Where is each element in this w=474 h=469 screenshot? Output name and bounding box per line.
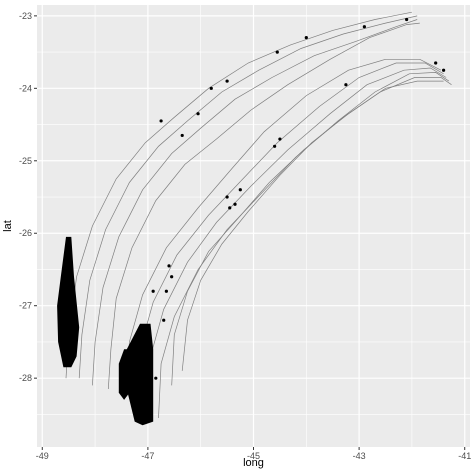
point-mark (170, 275, 174, 279)
contour-line (171, 77, 452, 386)
contour-line (147, 67, 447, 415)
point-mark (209, 86, 213, 90)
contour-line (158, 72, 450, 419)
point-mark (162, 318, 166, 322)
point-marks (69, 17, 446, 380)
point-mark (304, 36, 308, 40)
y-tick-label: -24 (19, 83, 32, 93)
point-mark (441, 68, 446, 72)
contour-line (136, 62, 444, 408)
point-mark (273, 144, 277, 148)
point-mark (405, 17, 409, 22)
contour-line (92, 19, 418, 386)
y-tick-label: -25 (19, 156, 32, 166)
contour-line (78, 15, 418, 379)
filled-region (118, 349, 130, 400)
point-mark (362, 25, 366, 29)
point-mark (238, 188, 242, 192)
contour-lines (65, 11, 452, 419)
point-mark (278, 137, 282, 141)
x-axis-title: long (243, 457, 264, 469)
filled-regions (57, 236, 154, 426)
point-mark (275, 50, 279, 54)
point-mark (434, 61, 438, 65)
x-tick-label: -41 (458, 451, 471, 461)
point-mark (344, 83, 348, 87)
x-tick-label: -47 (141, 451, 154, 461)
point-mark (228, 206, 232, 210)
x-tick-label: -43 (353, 451, 366, 461)
y-tick-label: -23 (19, 11, 32, 21)
x-tick-label: -45 (247, 451, 260, 461)
point-mark (196, 112, 200, 116)
point-mark (167, 264, 171, 268)
contour-line (126, 58, 442, 397)
point-mark (225, 195, 229, 199)
x-tick-label: -49 (36, 451, 49, 461)
point-mark (233, 202, 237, 206)
filled-region (57, 236, 80, 368)
point-mark (180, 133, 184, 138)
y-tick-label: -27 (19, 301, 32, 311)
contour-line (65, 11, 412, 379)
point-mark (69, 329, 73, 333)
contour-line (181, 80, 444, 371)
point-mark (159, 119, 163, 123)
y-axis-title: lat (2, 220, 14, 232)
filled-region (124, 323, 154, 426)
point-mark (151, 289, 155, 293)
y-tick-label: -26 (19, 228, 32, 238)
y-axis-ticks: -23 -24 -25 -26 -27 -28 (19, 11, 37, 383)
point-mark (154, 376, 158, 380)
x-axis-ticks: -49 -47 -45 -43 -41 (36, 447, 471, 461)
point-mark (225, 79, 229, 83)
contour-line (107, 22, 420, 390)
y-tick-label: -28 (19, 373, 32, 383)
point-mark (164, 289, 168, 293)
